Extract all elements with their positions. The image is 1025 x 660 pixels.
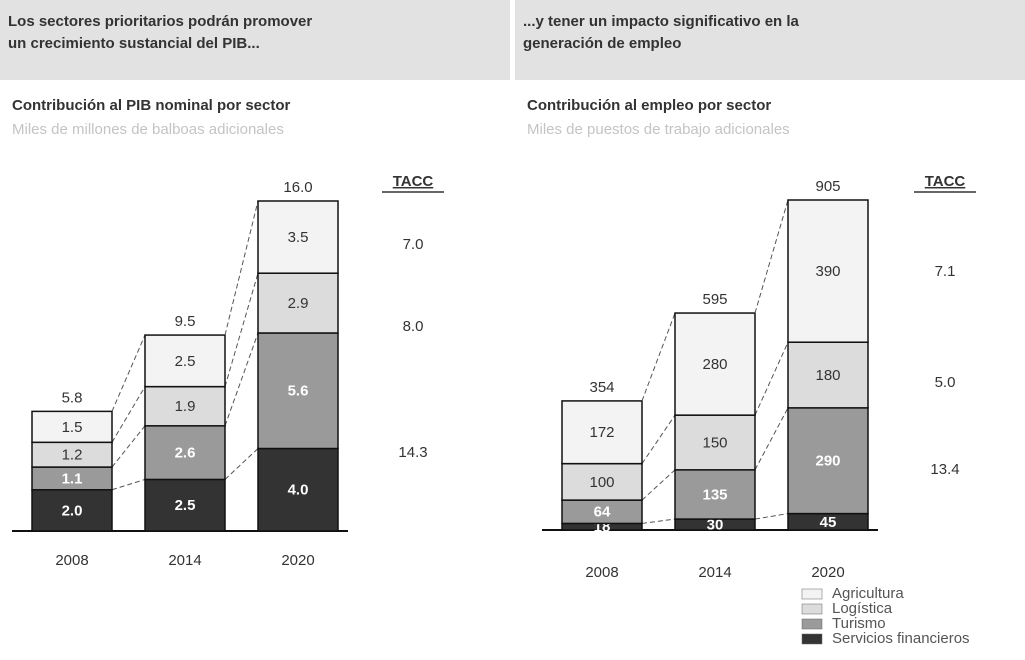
tacc-value: 14.3 [398,444,427,461]
bar-segment [31,441,113,468]
segment-label: 2.5 [175,353,196,370]
segment-label: 5.6 [288,383,309,400]
connector [224,200,259,336]
segment-label: 4.0 [288,482,309,499]
header-text: generación de empleo [523,35,681,52]
connector [224,273,259,387]
total-label: 595 [702,291,727,308]
chart-title: Contribución al empleo por sector [527,97,771,114]
connector [754,407,789,471]
connector [224,332,259,426]
segment-label: 1.2 [62,447,83,464]
legend-swatch [801,618,823,630]
connector [111,334,146,412]
bar-segment [561,462,643,501]
legend-swatch [801,603,823,615]
total-label: 905 [815,178,840,195]
connector [754,342,789,416]
tacc-value: 8.0 [403,318,424,335]
segment-label: 45 [820,514,837,531]
bar-segment [257,272,339,334]
bar-segment [787,199,869,343]
tacc-header: TACC [925,173,966,190]
tacc-value: 13.4 [930,461,959,478]
connector [111,478,146,491]
bar-segment [31,489,113,532]
x-tick-label: 2020 [281,552,314,569]
x-tick-label: 2014 [168,552,201,569]
segment-label: 1.5 [62,419,83,436]
segment-label: 100 [589,474,614,491]
legend-label: Servicios financieros [832,630,970,647]
connector [111,425,146,468]
header-band [0,0,510,80]
connector [641,414,676,464]
legend-label: Agricultura [832,585,904,602]
bar-segment [674,312,756,416]
chart-title: Contribución al PIB nominal por sector [12,97,291,114]
bar-segment [31,410,113,444]
bar-segment [787,407,869,515]
connector [641,518,676,524]
segment-label: 150 [702,434,727,451]
bar-segment [144,334,226,388]
bar-segment [561,400,643,465]
chart-subtitle: Miles de puestos de trabajo adicionales [527,121,790,138]
legend-swatch [801,588,823,600]
bar-segment [257,332,339,450]
header-text: Los sectores prioritarios podrán promove… [8,13,312,30]
connector [754,513,789,520]
segment-label: 280 [702,356,727,373]
segment-label: 2.9 [288,295,309,312]
bar-segment [144,478,226,532]
segment-label: 135 [702,486,727,503]
tacc-value: 5.0 [935,374,956,391]
tacc-header: TACC [393,173,434,190]
x-tick-label: 2020 [811,564,844,581]
connector [641,469,676,501]
segment-label: 2.6 [175,445,196,462]
bar-segment [144,425,226,481]
legend-swatch [801,633,823,645]
total-label: 16.0 [283,179,312,196]
total-label: 9.5 [175,313,196,330]
header-text: un crecimiento sustancial del PIB... [8,35,260,52]
tacc-value: 7.0 [403,236,424,253]
total-label: 5.8 [62,389,83,406]
segment-label: 2.5 [175,497,196,514]
x-tick-label: 2008 [585,564,618,581]
header-text: ...y tener un impacto significativo en l… [523,13,800,30]
connector [641,312,676,402]
chart-subtitle: Miles de millones de balboas adicionales [12,121,284,138]
bar-segment [674,414,756,471]
segment-label: 172 [589,424,614,441]
legend-label: Turismo [832,615,886,632]
segment-label: 180 [815,367,840,384]
segment-label: 290 [815,453,840,470]
header-band [515,0,1025,80]
segment-label: 1.1 [62,470,83,487]
connector [224,448,259,480]
legend-label: Logística [832,600,893,617]
segment-label: 64 [594,504,611,521]
tacc-value: 7.1 [935,263,956,280]
total-label: 354 [589,379,614,396]
x-tick-label: 2008 [55,552,88,569]
segment-label: 1.9 [175,398,196,415]
bar-segment [257,447,339,532]
x-tick-label: 2014 [698,564,731,581]
bar-segment [144,385,226,427]
segment-label: 3.5 [288,229,309,246]
connector [754,199,789,314]
segment-label: 2.0 [62,502,83,519]
segment-label: 390 [815,263,840,280]
segment-label: 30 [707,516,724,533]
connector [111,386,146,443]
bar-segment [257,200,339,274]
bar-segment [674,469,756,520]
